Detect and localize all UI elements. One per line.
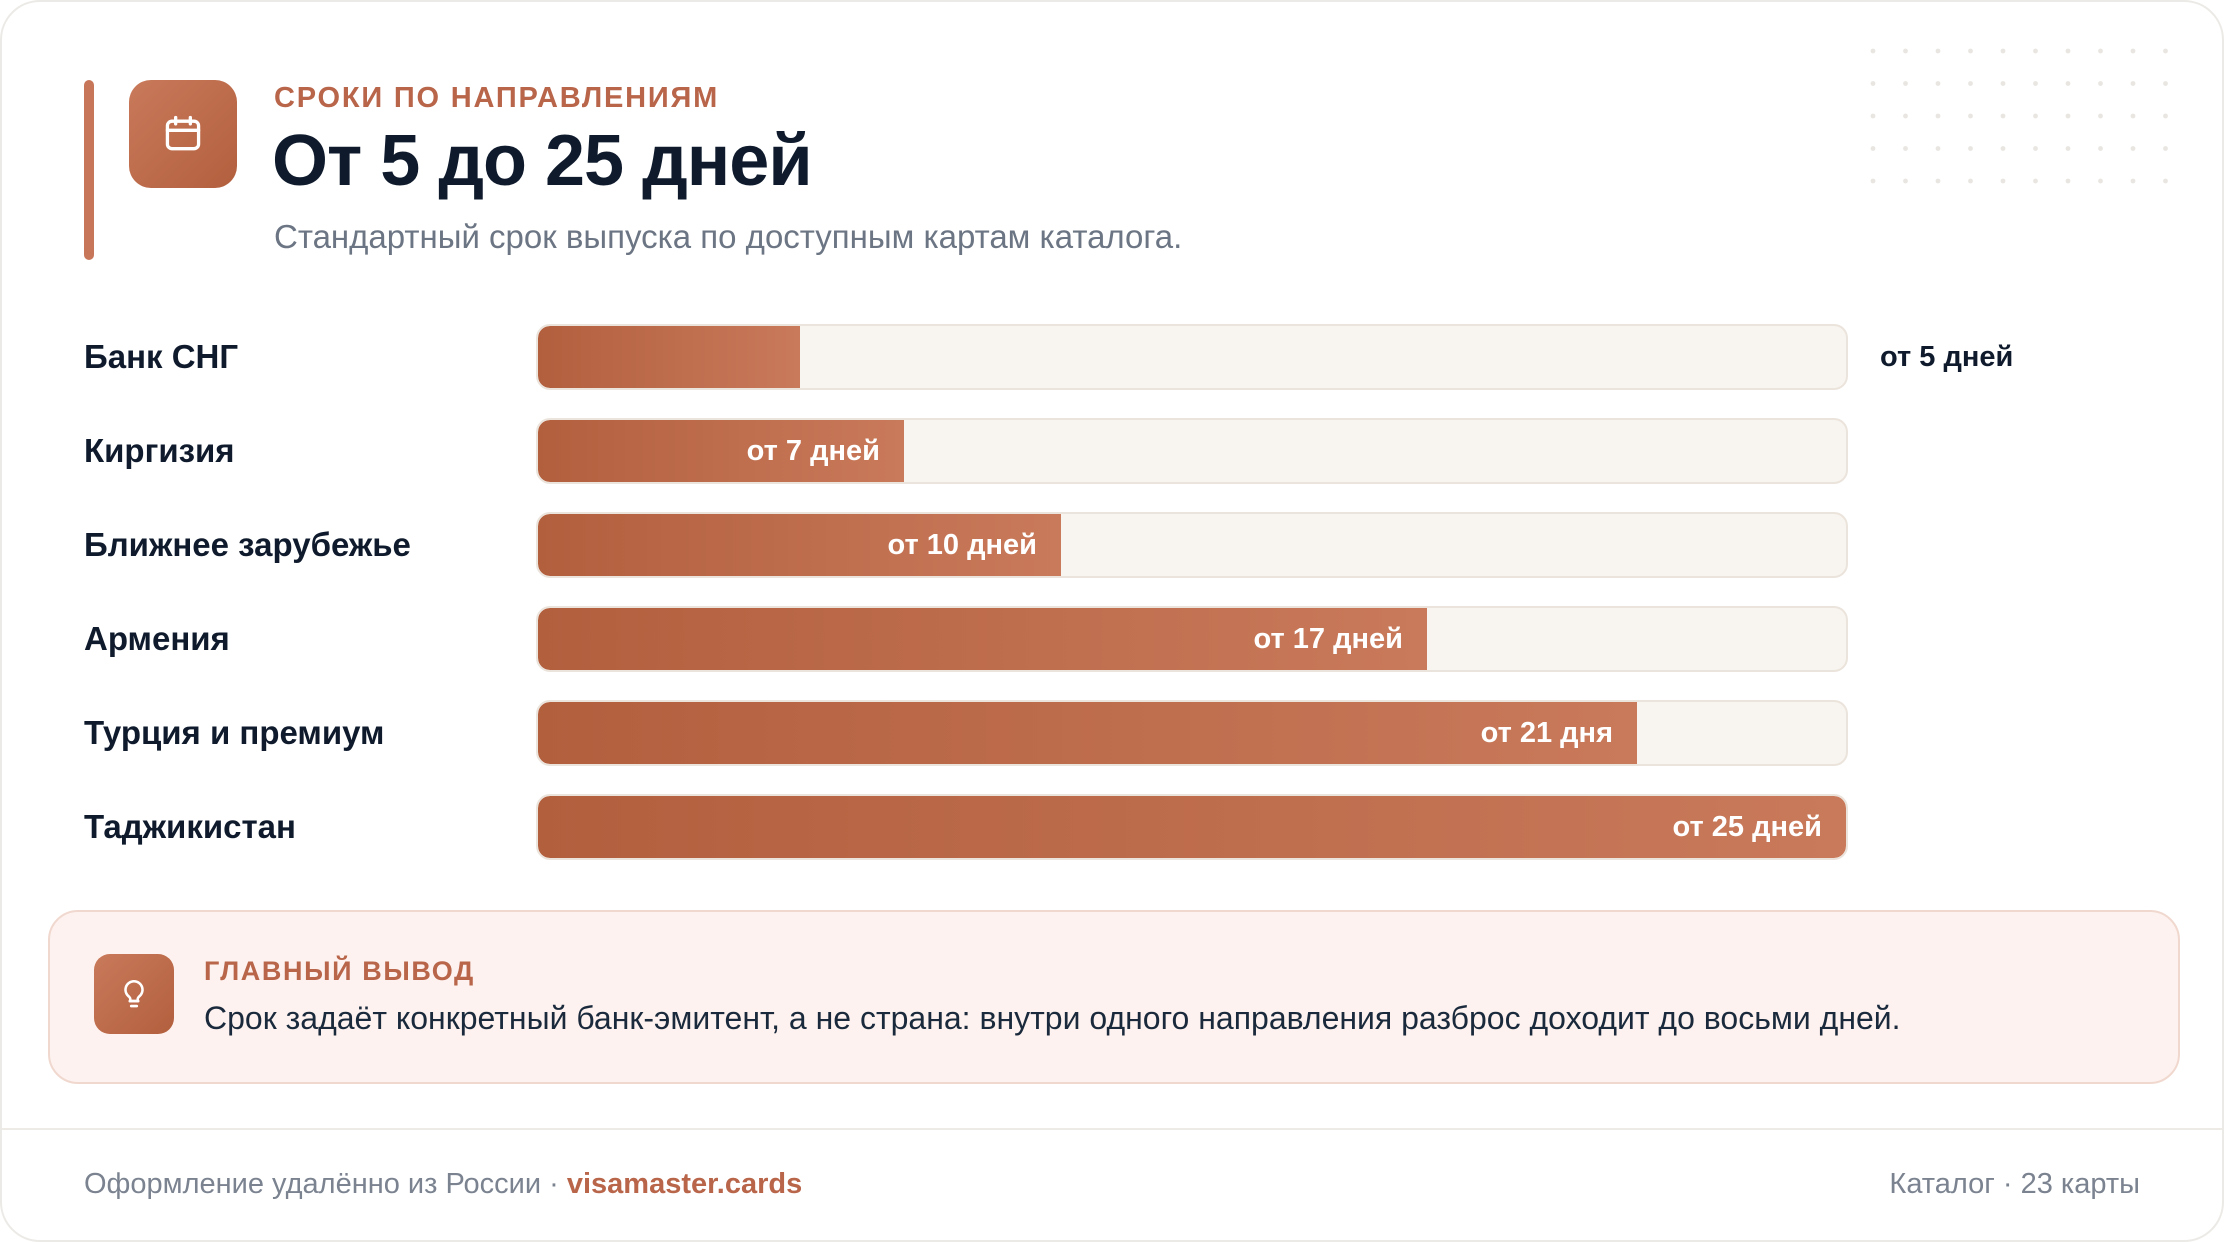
decorative-dot xyxy=(2000,48,2006,54)
catalog-count: Каталог · 23 карты xyxy=(1889,1168,2140,1200)
footer-note: Оформление удалённо из России · visamast… xyxy=(84,1168,802,1201)
bar-value-label: от 21 дня xyxy=(1480,717,1613,749)
decorative-dot xyxy=(2033,81,2038,86)
decorative-dot xyxy=(2163,48,2168,54)
decorative-dot-grid xyxy=(1870,48,2168,184)
decorative-dot xyxy=(1968,48,1973,54)
decorative-dot xyxy=(2130,178,2136,184)
decorative-dot xyxy=(2098,178,2103,184)
bar-fill xyxy=(538,514,1061,576)
bar-track xyxy=(536,794,1848,860)
footer-divider xyxy=(2,1128,2222,1130)
bar-fill xyxy=(538,326,800,388)
decorative-dot xyxy=(1935,48,1941,54)
category-label: Киргизия xyxy=(84,432,235,469)
calendar-icon xyxy=(129,80,237,188)
category-label: Таджикистан xyxy=(84,808,296,845)
bar-track xyxy=(536,324,1848,390)
category-label: Банк СНГ xyxy=(84,338,239,375)
decorative-dot xyxy=(2000,81,2006,86)
decorative-dot xyxy=(2098,146,2103,151)
decorative-dot xyxy=(2065,178,2071,184)
decorative-dot xyxy=(1870,178,1876,184)
decorative-dot xyxy=(1935,146,1941,151)
brand-link[interactable]: visamaster.cards xyxy=(566,1168,803,1200)
bar-fill xyxy=(538,702,1637,764)
conclusion-title: ГЛАВНЫЙ ВЫВОД xyxy=(204,956,475,986)
decorative-dot xyxy=(1968,81,1973,86)
category-label: Армения xyxy=(84,620,230,657)
bar-fill xyxy=(538,420,904,482)
section-eyebrow: СРОКИ ПО НАПРАВЛЕНИЯМ xyxy=(274,82,720,114)
decorative-dot xyxy=(2163,146,2168,151)
bar-value-label: от 10 дней xyxy=(887,529,1037,561)
bar-fill xyxy=(538,608,1427,670)
decorative-dot xyxy=(2130,48,2136,54)
chart-row: Банк СНГ от 5 дней xyxy=(2,324,2222,390)
bar-track xyxy=(536,606,1848,672)
decorative-dot xyxy=(1870,146,1876,151)
decorative-dot xyxy=(2130,113,2136,119)
decorative-dot xyxy=(1903,48,1908,54)
decorative-dot xyxy=(2098,113,2103,119)
decorative-dot xyxy=(1935,178,1941,184)
chart-row: Армения от 17 дней xyxy=(2,606,2222,672)
category-label: Турция и премиум xyxy=(84,714,385,751)
decorative-dot xyxy=(2163,81,2168,86)
category-label: Ближнее зарубежье xyxy=(84,526,411,563)
decorative-dot xyxy=(2065,81,2071,86)
decorative-dot xyxy=(1968,146,1973,151)
page-subtitle: Стандартный срок выпуска по доступным ка… xyxy=(274,218,1183,255)
decorative-dot xyxy=(1968,113,1973,119)
decorative-dot xyxy=(1903,178,1908,184)
decorative-dot xyxy=(2033,48,2038,54)
bar-fill xyxy=(538,796,1846,858)
decorative-dot xyxy=(1903,146,1908,151)
decorative-dot xyxy=(1903,81,1908,86)
decorative-dot xyxy=(2130,146,2136,151)
decorative-dot xyxy=(2000,146,2006,151)
bar-value-label: от 5 дней xyxy=(1880,341,2014,373)
accent-bar xyxy=(84,80,94,260)
decorative-dot xyxy=(2130,81,2136,86)
decorative-dot xyxy=(1903,113,1908,119)
footer-note-text: Оформление удалённо из России · xyxy=(84,1168,567,1200)
bar-value-label: от 17 дней xyxy=(1253,623,1403,655)
bar-track xyxy=(536,512,1848,578)
conclusion-callout: ГЛАВНЫЙ ВЫВОД Срок задаёт конкретный бан… xyxy=(48,910,2180,1084)
decorative-dot xyxy=(1870,81,1876,86)
chart-row: Киргизия от 7 дней xyxy=(2,418,2222,484)
page-title: От 5 до 25 дней xyxy=(272,121,813,201)
decorative-dot xyxy=(1870,113,1876,119)
decorative-dot xyxy=(1968,178,1973,184)
decorative-dot xyxy=(2065,146,2071,151)
decorative-dot xyxy=(2033,178,2038,184)
decorative-dot xyxy=(2098,48,2103,54)
decorative-dot xyxy=(2000,178,2006,184)
decorative-dot xyxy=(2065,113,2071,119)
bar-value-label: от 7 дней xyxy=(746,435,880,467)
chart-row: Ближнее зарубежье от 10 дней xyxy=(2,512,2222,578)
decorative-dot xyxy=(1935,113,1941,119)
chart-row: Турция и премиум от 21 дня xyxy=(2,700,2222,766)
decorative-dot xyxy=(2000,113,2006,119)
decorative-dot xyxy=(2098,81,2103,86)
decorative-dot xyxy=(2163,178,2168,184)
decorative-dot xyxy=(1870,48,1876,54)
lightbulb-icon xyxy=(94,954,174,1034)
decorative-dot xyxy=(1935,81,1941,86)
bar-track xyxy=(536,700,1848,766)
decorative-dot xyxy=(2065,48,2071,54)
chart-row: Таджикистан от 25 дней xyxy=(2,794,2222,860)
decorative-dot xyxy=(2033,113,2038,119)
bar-track xyxy=(536,418,1848,484)
bar-value-label: от 25 дней xyxy=(1672,811,1822,843)
decorative-dot xyxy=(2163,113,2168,119)
decorative-dot xyxy=(2033,146,2038,151)
conclusion-text: Срок задаёт конкретный банк-эмитент, а н… xyxy=(204,1000,1901,1036)
